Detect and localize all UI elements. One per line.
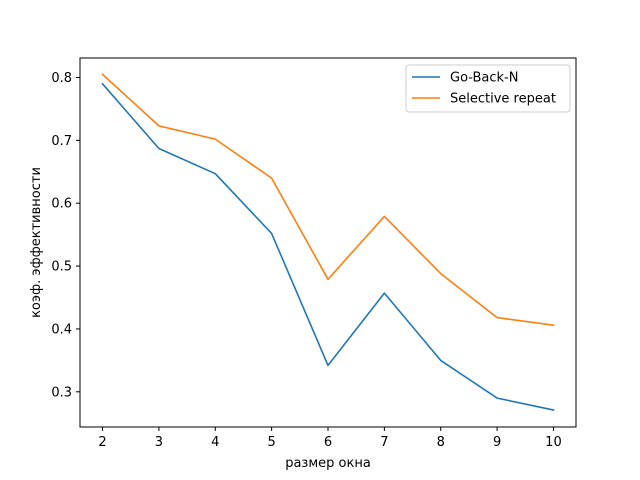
x-axis-label: размер окна	[285, 456, 371, 471]
y-tick-label: 0.8	[51, 71, 72, 86]
series-line-go-back-n	[101, 82, 555, 411]
x-tick-label: 4	[211, 435, 219, 450]
y-tick-label: 0.5	[51, 260, 72, 275]
y-axis: 0.3 0.4 0.5 0.6 0.7 0.8	[51, 71, 80, 400]
y-tick-label: 0.3	[51, 385, 72, 400]
y-tick-label: 0.6	[51, 197, 72, 212]
x-tick-label: 5	[267, 435, 275, 450]
y-tick-label: 0.4	[51, 322, 72, 337]
legend: Go-Back-N Selective repeat	[405, 64, 571, 113]
y-axis-label: коэф. эффективности	[29, 167, 44, 318]
x-tick-label: 3	[155, 435, 163, 450]
series-line-selective-repeat	[101, 73, 555, 327]
x-tick-label: 10	[545, 435, 562, 450]
legend-label: Go-Back-N	[450, 71, 518, 86]
y-tick-label: 0.7	[51, 134, 72, 149]
x-tick-label: 8	[437, 435, 445, 450]
legend-box	[405, 64, 571, 113]
x-tick-label: 6	[324, 435, 332, 450]
legend-label: Selective repeat	[450, 92, 556, 107]
x-axis: 2 3 4 5 6 7 8 9 10	[98, 427, 562, 450]
plot-frame	[79, 57, 577, 428]
x-tick-label: 9	[493, 435, 501, 450]
series-lines	[101, 73, 555, 411]
x-tick-label: 2	[98, 435, 106, 450]
x-tick-label: 7	[380, 435, 388, 450]
